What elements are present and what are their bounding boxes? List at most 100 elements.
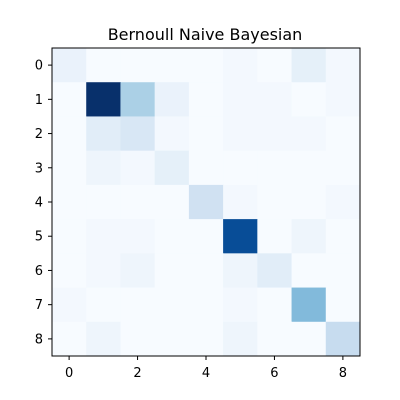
y-axis: 0 1 2 3 4 5 6 7 8 — [35, 59, 52, 347]
heatmap-cell-7-5 — [223, 287, 258, 323]
heatmap-cell-1-7 — [291, 82, 327, 117]
heatmap-cell-2-5 — [223, 116, 258, 152]
heatmap-cell-8-4 — [188, 321, 224, 357]
heatmap-cell-4-6 — [257, 184, 293, 220]
heatmap-cell-6-4 — [188, 253, 224, 289]
heatmap-cell-3-5 — [223, 150, 258, 186]
heatmap-cell-5-2 — [120, 219, 156, 254]
y-tick-label: 3 — [35, 161, 43, 176]
chart-title: Bernoull Naive Bayesian — [108, 25, 303, 44]
heatmap-cell-8-3 — [154, 321, 190, 357]
heatmap-cell-0-3 — [154, 48, 190, 83]
heatmap-cell-8-1 — [86, 321, 121, 357]
heatmap-cell-4-2 — [120, 184, 156, 220]
x-tick-label: 6 — [270, 366, 278, 381]
y-tick-label: 5 — [35, 230, 43, 245]
heatmap-cell-1-5 — [223, 82, 258, 117]
y-tick-label: 4 — [35, 196, 43, 211]
heatmap-cell-3-7 — [291, 150, 327, 186]
heatmap-cell-0-0 — [52, 48, 87, 83]
heatmap-cell-2-0 — [52, 116, 87, 152]
heatmap-cell-8-7 — [291, 321, 327, 357]
heatmap-cell-0-6 — [257, 48, 293, 83]
heatmap-cell-1-2 — [120, 82, 156, 117]
heatmap-cell-8-5 — [223, 321, 258, 357]
heatmap-cell-0-4 — [188, 48, 224, 83]
heatmap-cell-0-8 — [325, 48, 361, 83]
heatmap-cell-1-8 — [325, 82, 361, 117]
y-tick-label: 1 — [35, 93, 43, 108]
y-tick-label: 2 — [35, 127, 43, 142]
heatmap-cell-1-1 — [86, 82, 121, 117]
heatmap-cell-0-7 — [291, 48, 327, 83]
heatmap-cell-0-1 — [86, 48, 121, 83]
heatmap-cell-7-4 — [188, 287, 224, 323]
heatmap-cell-3-6 — [257, 150, 293, 186]
x-tick-label: 2 — [133, 366, 141, 381]
heatmap-cell-4-4 — [188, 184, 224, 220]
heatmap-cell-1-6 — [257, 82, 293, 117]
heatmap-cell-3-4 — [188, 150, 224, 186]
heatmap-cell-8-6 — [257, 321, 293, 357]
heatmap-cell-4-0 — [52, 184, 87, 220]
y-tick-label: 7 — [35, 298, 43, 313]
heatmap-cell-6-8 — [325, 253, 361, 289]
heatmap-cell-6-5 — [223, 253, 258, 289]
heatmap-cell-2-2 — [120, 116, 156, 152]
y-tick-label: 6 — [35, 264, 43, 279]
heatmap-cell-7-8 — [325, 287, 361, 323]
heatmap-cell-7-2 — [120, 287, 156, 323]
heatmap-cell-2-7 — [291, 116, 327, 152]
heatmap-cell-6-7 — [291, 253, 327, 289]
x-axis: 0 2 4 6 8 — [65, 356, 347, 381]
heatmap-cell-2-1 — [86, 116, 121, 152]
heatmap-cell-6-3 — [154, 253, 190, 289]
heatmap-cell-8-2 — [120, 321, 156, 357]
x-tick-label: 4 — [202, 366, 210, 381]
heatmap-cell-4-5 — [223, 184, 258, 220]
heatmap-cell-2-4 — [188, 116, 224, 152]
heatmap-cell-5-7 — [291, 219, 327, 254]
heatmap-cell-3-3 — [154, 150, 190, 186]
heatmap-cell-6-1 — [86, 253, 121, 289]
heatmap-cell-8-0 — [52, 321, 87, 357]
heatmap-cell-7-1 — [86, 287, 121, 323]
heatmap-cell-7-6 — [257, 287, 293, 323]
heatmap-cell-4-8 — [325, 184, 361, 220]
heatmap-cell-3-1 — [86, 150, 121, 186]
heatmap-cell-6-2 — [120, 253, 156, 289]
heatmap-cell-1-4 — [188, 82, 224, 117]
heatmap-cell-3-2 — [120, 150, 156, 186]
heatmap-cell-1-3 — [154, 82, 190, 117]
heatmap-cell-5-5 — [223, 219, 258, 254]
heatmap-cell-8-8 — [325, 321, 361, 357]
heatmap-cell-7-0 — [52, 287, 87, 323]
heatmap-cell-5-0 — [52, 219, 87, 254]
y-tick-label: 0 — [35, 59, 43, 74]
heatmap-cell-4-1 — [86, 184, 121, 220]
heatmap-cell-2-3 — [154, 116, 190, 152]
heatmap-cell-5-3 — [154, 219, 190, 254]
heatmap-cell-5-4 — [188, 219, 224, 254]
heatmap-cell-1-0 — [52, 82, 87, 117]
heatmap-cell-4-7 — [291, 184, 327, 220]
heatmap-cell-7-3 — [154, 287, 190, 323]
heatmap-cell-2-6 — [257, 116, 293, 152]
heatmap-cells — [52, 48, 361, 357]
heatmap-cell-3-8 — [325, 150, 361, 186]
heatmap-cell-5-6 — [257, 219, 293, 254]
heatmap-cell-4-3 — [154, 184, 190, 220]
heatmap-cell-6-0 — [52, 253, 87, 289]
heatmap-cell-7-7 — [291, 287, 327, 323]
heatmap-cell-3-0 — [52, 150, 87, 186]
heatmap-cell-0-2 — [120, 48, 156, 83]
x-tick-label: 0 — [65, 366, 73, 381]
heatmap-cell-5-1 — [86, 219, 121, 254]
heatmap-cell-2-8 — [325, 116, 361, 152]
y-tick-label: 8 — [35, 332, 43, 347]
heatmap-cell-6-6 — [257, 253, 293, 289]
heatmap-cell-5-8 — [325, 219, 361, 254]
x-tick-label: 8 — [339, 366, 347, 381]
heatmap-cell-0-5 — [223, 48, 258, 83]
